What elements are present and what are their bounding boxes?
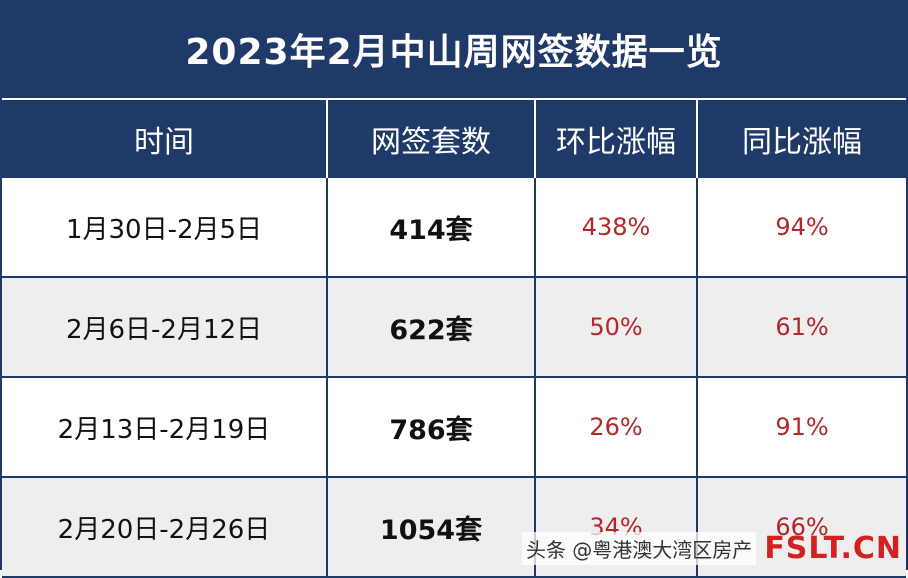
- cell-period: 2月20日-2月26日: [2, 478, 328, 576]
- cell-count: 1054套: [328, 478, 536, 576]
- table-header-row: 时间 网签套数 环比涨幅 同比涨幅: [2, 100, 906, 178]
- header-yoy: 同比涨幅: [742, 125, 862, 160]
- cell-mom: 438%: [536, 178, 698, 276]
- table-row: 1月30日-2月5日 414套 438% 94%: [2, 178, 906, 278]
- watermark-logo: FSLT.CN: [764, 531, 902, 566]
- cell-mom: 26%: [536, 378, 698, 476]
- cell-count: 414套: [328, 178, 536, 276]
- table-title: 2023年2月中山周网签数据一览: [2, 0, 906, 100]
- cell-period: 2月6日-2月12日: [2, 278, 328, 376]
- watermark: 头条 @粤港澳大湾区房产 FSLT.CN: [521, 531, 902, 566]
- cell-mom: 50%: [536, 278, 698, 376]
- header-mom: 环比涨幅: [536, 100, 698, 178]
- header-period: 时间: [2, 100, 328, 178]
- cell-yoy: 94%: [775, 213, 829, 241]
- cell-count: 786套: [328, 378, 536, 476]
- cell-period: 2月13日-2月19日: [2, 378, 328, 476]
- table-row: 2月6日-2月12日 622套 50% 61%: [2, 278, 906, 378]
- cell-yoy: 91%: [775, 413, 829, 441]
- header-count: 网签套数: [328, 100, 536, 178]
- cell-yoy: 66%: [775, 513, 829, 541]
- cell-yoy: 61%: [775, 313, 829, 341]
- watermark-caption: 头条 @粤港澳大湾区房产: [521, 532, 757, 565]
- table-row: 2月13日-2月19日 786套 26% 91%: [2, 378, 906, 478]
- cell-period: 1月30日-2月5日: [2, 178, 328, 276]
- cell-count: 622套: [328, 278, 536, 376]
